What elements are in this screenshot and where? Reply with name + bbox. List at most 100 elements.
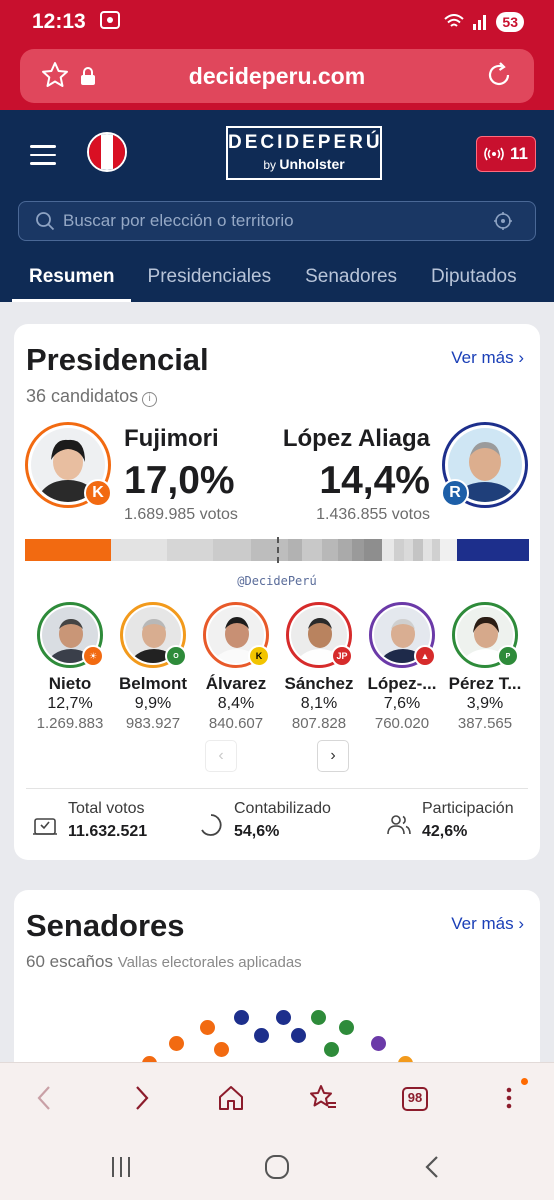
party-badge: ▲ [414, 645, 436, 667]
candidate-avatar: K [203, 602, 270, 668]
candidates-next-button[interactable]: › [317, 740, 349, 772]
candidate-votes: 807.828 [291, 715, 347, 732]
more-options-icon[interactable] [494, 1083, 524, 1113]
stat-label: Total votos [68, 800, 145, 817]
leader-2-avatar[interactable]: R [441, 422, 528, 508]
candidate-card[interactable]: JP Sánchez 8,1% 807.828 [277, 602, 361, 732]
leader-2-photo [448, 428, 522, 502]
seat [214, 1042, 229, 1057]
search-icon [36, 212, 55, 231]
wifi-icon [444, 14, 465, 27]
reload-icon[interactable] [484, 60, 514, 90]
candidate-card[interactable]: ☀ Nieto 12,7% 1.269.883 [28, 602, 112, 732]
signal-icon [473, 15, 487, 30]
leader-1-avatar[interactable]: K [25, 422, 112, 508]
candidate-name: Pérez T... [448, 674, 522, 693]
battery-level: 53 [496, 12, 524, 32]
candidate-name: Belmont [119, 674, 187, 693]
leader-1-name: Fujimori [124, 425, 219, 452]
live-results-button[interactable]: 11 [476, 136, 536, 172]
logo-main-text: DECIDEPERÚ [228, 132, 383, 153]
candidate-avatar: ▲ [369, 602, 436, 668]
tab-diputados[interactable]: Diputados [431, 266, 517, 287]
candidate-card[interactable]: ▲ López-... 7,6% 760.020 [360, 602, 444, 732]
see-more-label: Ver más [451, 914, 514, 933]
seat [200, 1020, 215, 1035]
seat [339, 1020, 354, 1035]
presidential-see-more-link[interactable]: Ver más › [451, 348, 524, 368]
seat [254, 1028, 269, 1043]
candidates-prev-button[interactable]: ‹ [205, 740, 237, 772]
lock-icon [81, 67, 95, 85]
candidates-count: 36 candidatos i [26, 386, 158, 407]
search-box[interactable] [18, 201, 536, 241]
party-badge: JP [331, 645, 353, 667]
leader-2-name: López Aliaga [282, 425, 430, 452]
ballot-box-icon [33, 818, 57, 835]
senators-see-more-link[interactable]: Ver más › [451, 914, 524, 934]
watermark: @DecidePerú [237, 574, 317, 588]
candidate-name: López-... [367, 674, 437, 693]
seat [324, 1042, 339, 1057]
chevron-right-icon: › [518, 348, 524, 367]
url-text[interactable]: decideperu.com [188, 62, 366, 89]
senators-title: Senadores [26, 908, 185, 943]
status-bar: 12:13 53 [0, 0, 554, 44]
people-icon [387, 815, 411, 835]
candidate-percent: 8,4% [217, 695, 255, 712]
stat-value: 42,6% [422, 823, 468, 840]
majority-marker [277, 537, 279, 563]
recent-apps-icon[interactable] [108, 1154, 134, 1180]
tabs-button[interactable]: 98 [400, 1083, 430, 1113]
leader-1-votes: 1.689.985 votos [124, 506, 238, 523]
section-tabs: Resumen Presidenciales Senadores Diputad… [0, 260, 554, 302]
seat [276, 1010, 291, 1025]
tab-senadores[interactable]: Senadores [305, 266, 398, 287]
chevron-left-icon: ‹ [218, 747, 224, 764]
home-circle-icon[interactable] [264, 1154, 290, 1180]
candidate-name: Álvarez [205, 674, 267, 693]
broadcast-icon [484, 147, 504, 161]
candidate-votes: 840.607 [208, 715, 264, 732]
url-bar[interactable]: decideperu.com [20, 49, 534, 103]
seats-count: 60 escaños [26, 952, 113, 971]
bookmarks-icon[interactable] [308, 1083, 338, 1113]
candidate-votes: 983.927 [125, 715, 181, 732]
site-logo[interactable]: DECIDEPERÚ by Unholster [226, 126, 382, 180]
party-badge: K [248, 645, 270, 667]
search-input[interactable] [63, 211, 493, 231]
status-time: 12:13 [32, 10, 86, 33]
screen-record-icon [99, 10, 120, 34]
tab-resumen[interactable]: Resumen [12, 260, 131, 302]
browser-toolbar: 98 [0, 1062, 554, 1134]
candidate-card[interactable]: O Belmont 9,9% 983.927 [111, 602, 195, 732]
candidate-card[interactable]: P Pérez T... 3,9% 387.565 [443, 602, 527, 732]
electoral-threshold-note: Vallas electorales aplicadas [117, 954, 302, 971]
leader-1-party-badge: K [84, 479, 112, 507]
live-count: 11 [510, 144, 528, 163]
info-icon[interactable]: i [142, 392, 158, 407]
forward-arrow-icon[interactable] [126, 1083, 156, 1113]
locate-icon[interactable] [493, 211, 513, 231]
party-badge: ☀ [82, 645, 104, 667]
status-icons: 53 [444, 12, 524, 32]
card-divider [26, 788, 528, 789]
vote-share-bar [25, 539, 529, 561]
stat-value: 54,6% [234, 823, 280, 840]
leader-2-party-badge: R [441, 479, 469, 507]
app-header: DECIDEPERÚ by Unholster 11 Resumen Presi… [0, 110, 554, 302]
system-back-icon[interactable] [420, 1154, 446, 1180]
bookmark-star-icon[interactable] [40, 60, 70, 90]
menu-icon[interactable] [30, 145, 56, 165]
back-arrow-icon[interactable] [30, 1083, 60, 1113]
seat [169, 1036, 184, 1051]
candidate-card[interactable]: K Álvarez 8,4% 840.607 [194, 602, 278, 732]
tab-presidenciales[interactable]: Presidenciales [147, 266, 272, 287]
candidate-percent: 8,1% [300, 695, 338, 712]
candidate-percent: 12,7% [47, 695, 93, 712]
see-more-label: Ver más [451, 348, 514, 367]
peru-flag-icon[interactable] [87, 132, 127, 172]
stat-value: 11.632.521 [68, 823, 148, 840]
seat [291, 1028, 306, 1043]
home-icon[interactable] [216, 1083, 246, 1113]
